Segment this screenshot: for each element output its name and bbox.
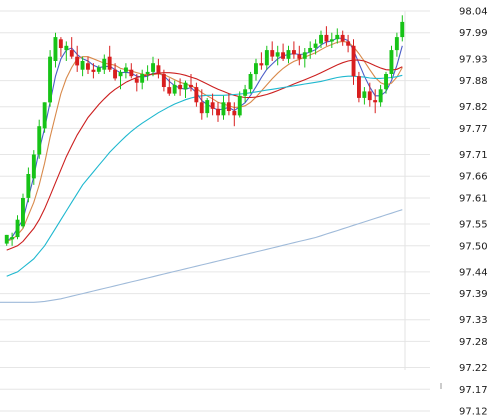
candle-body (216, 108, 220, 116)
candle-body (346, 41, 351, 46)
moving-average-line-ma_mid (6, 40, 403, 242)
candle-body (26, 174, 31, 198)
candle-body (69, 50, 74, 57)
candle-body (75, 56, 80, 66)
candle-body (248, 74, 253, 90)
candle-body (124, 67, 128, 72)
candle-body (178, 84, 183, 90)
candle-body (58, 39, 63, 48)
candle-body (42, 102, 47, 129)
candle-body (400, 21, 405, 38)
candle-body (319, 34, 323, 44)
y-tick-label: 97.61 (459, 194, 488, 205)
y-tick-label: 97.88 (459, 76, 488, 87)
y-tick-label: 97.22 (459, 363, 488, 374)
candle-body (151, 63, 155, 72)
candle-body (221, 102, 226, 116)
candle-body (48, 56, 52, 103)
y-tick-label: 97.33 (459, 315, 488, 326)
y-tick-label: 97.93 (459, 54, 488, 65)
moving-average-line-ma_longer (6, 74, 403, 277)
candle-body (232, 111, 237, 116)
candle-body (362, 91, 367, 98)
candle-body (324, 34, 329, 42)
candle-body (86, 63, 90, 70)
candle-body (118, 71, 123, 77)
candle-body (156, 65, 161, 74)
candle-body (102, 58, 107, 70)
candle-body (53, 37, 58, 61)
candle-body (140, 74, 145, 83)
moving-average-line-ma_longest (0, 209, 403, 303)
candle-body (226, 102, 231, 111)
candle-body (270, 50, 275, 57)
candle-body (167, 87, 172, 94)
candle-body (205, 100, 210, 114)
candle-body (384, 74, 388, 90)
candle-body (340, 34, 345, 42)
y-tick-label: 97.55 (459, 220, 488, 231)
candle-body (243, 89, 248, 96)
candle-body (259, 63, 264, 66)
candle-body (254, 63, 258, 75)
candle-body (351, 45, 356, 77)
candle-body (357, 76, 361, 98)
candle-body (394, 37, 399, 51)
candle-body (172, 84, 177, 94)
candle-body (161, 74, 166, 87)
candle-body (80, 61, 85, 70)
candle-body (292, 50, 296, 55)
y-tick-label: 97.66 (459, 172, 488, 183)
candle-body (183, 82, 188, 90)
candle-body (286, 50, 291, 59)
candle-body (10, 237, 15, 240)
y-tick-label: 97.17 (459, 385, 488, 396)
candle-body (31, 154, 36, 179)
candle-body (378, 89, 383, 103)
candle-body (281, 52, 285, 59)
candle-body (129, 69, 134, 77)
candle-body (96, 67, 101, 72)
candle-body (210, 102, 215, 109)
candle-body (15, 219, 20, 238)
candle-body (189, 84, 193, 88)
candle-body (335, 34, 340, 40)
candle-body (389, 50, 394, 74)
candle-body (194, 87, 199, 103)
candle-body (199, 102, 204, 114)
candle-body (373, 100, 378, 103)
candle-body (302, 52, 307, 59)
y-tick-label: 97.39 (459, 289, 488, 300)
candle-body (37, 126, 42, 155)
y-tick-label: 97.50 (459, 241, 488, 252)
y-tick-label: 97.71 (459, 150, 488, 161)
candle-body (64, 45, 69, 51)
candle-body (275, 52, 280, 57)
y-tick-label: 98.04 (459, 7, 488, 18)
candle-body (264, 50, 269, 66)
candle-body (297, 54, 302, 59)
candle-body (367, 91, 372, 101)
y-tick-label: 97.99 (459, 28, 488, 39)
candle-body (237, 95, 242, 116)
moving-average-line-ma_long (6, 59, 403, 251)
candle-body (313, 43, 318, 48)
candle-body (329, 39, 334, 42)
y-tick-label: 97.82 (459, 102, 488, 113)
candle-body (91, 69, 96, 72)
candle-body (113, 69, 117, 79)
y-tick-label: 97.28 (459, 337, 488, 348)
candle-body (145, 71, 150, 75)
candle-body (21, 198, 25, 227)
candle-body (4, 234, 9, 244)
y-tick-label: 97.44 (459, 267, 488, 278)
y-tick-label: 97.12 (459, 407, 488, 418)
candle-body (107, 56, 112, 70)
y-tick-label: 97.77 (459, 124, 488, 135)
candle-body (308, 48, 313, 53)
candle-body (134, 78, 139, 83)
